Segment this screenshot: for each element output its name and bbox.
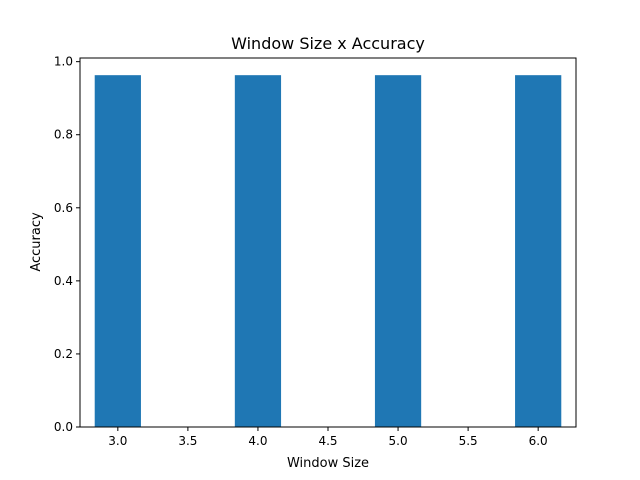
chart-title: Window Size x Accuracy — [231, 34, 425, 53]
plot-frame — [79, 57, 577, 428]
x-axis-ticks: 3.0 3.5 4.0 4.5 5.0 5.5 6.0 — [108, 427, 548, 448]
x-tick-label: 6.0 — [529, 434, 548, 448]
y-tick-label: 1.0 — [54, 55, 73, 69]
bars-group — [94, 75, 562, 427]
bar-4 — [234, 75, 282, 427]
y-tick-label: 0.0 — [54, 420, 73, 434]
y-axis-label: Accuracy — [29, 212, 44, 272]
x-tick-label: 3.0 — [108, 434, 127, 448]
x-tick-label: 4.5 — [318, 434, 337, 448]
y-tick-label: 0.2 — [54, 347, 73, 361]
x-axis-label: Window Size — [287, 456, 369, 471]
bar-6 — [515, 75, 562, 427]
x-tick-label: 5.5 — [459, 434, 478, 448]
bar-5 — [374, 75, 422, 427]
y-tick-label: 0.8 — [54, 128, 73, 142]
y-tick-label: 0.4 — [54, 274, 73, 288]
x-tick-label: 3.5 — [178, 434, 197, 448]
x-tick-label: 4.0 — [248, 434, 267, 448]
y-axis-ticks: 0.0 0.2 0.4 0.6 0.8 1.0 — [54, 55, 80, 434]
x-tick-label: 5.0 — [389, 434, 408, 448]
y-tick-label: 0.6 — [54, 201, 73, 215]
bar-3 — [94, 75, 141, 427]
